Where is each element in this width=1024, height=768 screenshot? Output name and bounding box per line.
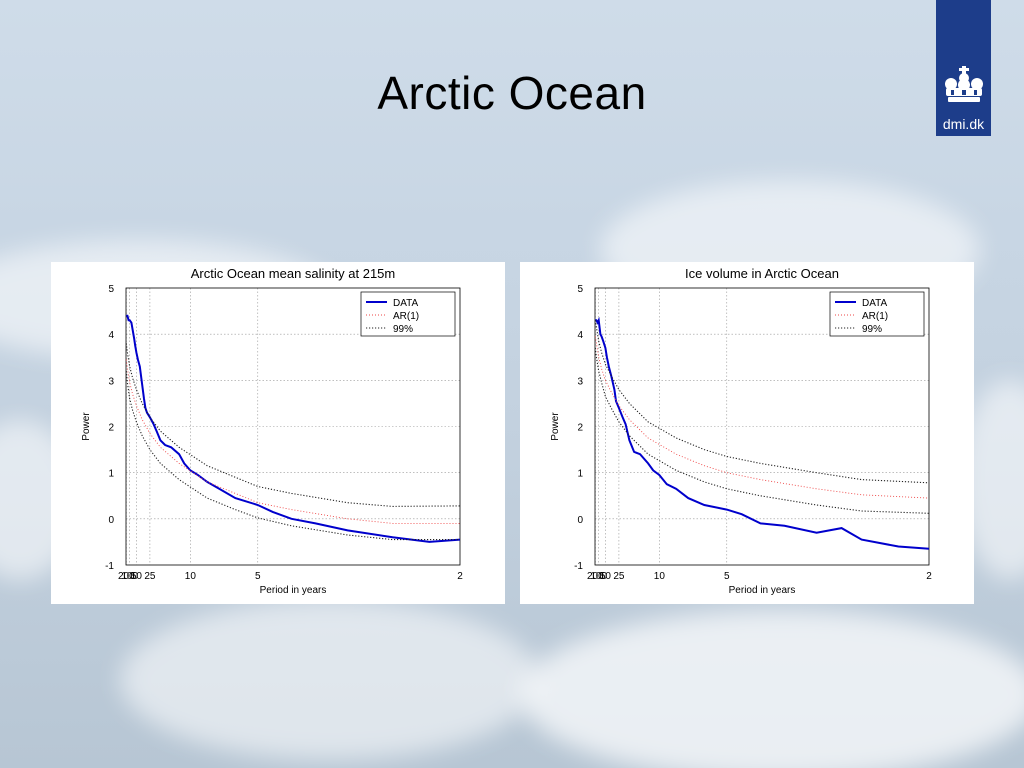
- y-tick-label: 5: [577, 284, 583, 295]
- x-axis-label: Period in years: [260, 585, 327, 596]
- x-tick-label: 50: [600, 571, 612, 582]
- y-tick-label: -1: [574, 561, 583, 572]
- y-axis-label: Power: [550, 412, 561, 441]
- ar1-series-line: [125, 359, 460, 524]
- plot-frame: [125, 287, 461, 566]
- y-axis-label: Power: [81, 412, 92, 441]
- ci99-lower-line: [125, 371, 460, 541]
- crown-icon: [944, 66, 983, 102]
- y-tick-label: 1: [577, 469, 583, 480]
- chart-title: Arctic Ocean mean salinity at 215m: [191, 266, 395, 281]
- logo-text: dmi.dk: [942, 116, 985, 132]
- legend-box: [360, 291, 456, 337]
- y-tick-label: 1: [108, 469, 114, 480]
- salinity-power-spectrum-chart: Arctic Ocean mean salinity at 215m -1 0 1 2 3…: [81, 266, 463, 596]
- legend-label: 99%: [862, 324, 882, 335]
- x-tick-label: 25: [144, 571, 156, 582]
- y-tick-label: 3: [577, 376, 583, 387]
- y-tick-label: 4: [577, 330, 583, 341]
- data-series-line: [126, 314, 461, 543]
- chart-title: Ice volume in Arctic Ocean: [685, 266, 839, 281]
- x-tick-label: 200: [118, 571, 135, 582]
- legend-box: [829, 291, 925, 337]
- y-tick-label: 4: [108, 330, 114, 341]
- ar1-series-line: [594, 336, 930, 499]
- legend-label: DATA: [393, 298, 419, 309]
- x-tick-label: 5: [255, 571, 261, 582]
- x-tick-label: 100: [121, 571, 138, 582]
- legend-label: AR(1): [393, 311, 419, 322]
- x-tick-label: 5: [724, 571, 730, 582]
- legend-label: AR(1): [862, 311, 888, 322]
- x-axis-label: Period in years: [729, 585, 796, 596]
- x-tick-label: 10: [654, 571, 666, 582]
- ci99-upper-line: [594, 320, 930, 484]
- x-tick-label: 25: [613, 571, 625, 582]
- y-tick-label: 2: [577, 423, 583, 434]
- y-tick-label: -1: [105, 561, 114, 572]
- plot-frame: [594, 287, 930, 566]
- x-tick-label: 10: [185, 571, 197, 582]
- x-tick-label: 100: [590, 571, 607, 582]
- x-tick-label: 2: [457, 571, 463, 582]
- y-tick-label: 3: [108, 376, 114, 387]
- ice-volume-power-spectrum-chart: Ice volume in Arctic Ocean -1 0 1 2 3 4 5 200100…: [550, 266, 932, 596]
- x-tick-label: 2: [926, 571, 932, 582]
- y-tick-label: 5: [108, 284, 114, 295]
- dmi-logo: dmi.dk: [936, 0, 991, 136]
- chart-panel-salinity: Arctic Ocean mean salinity at 215m -1 0 1 2 3…: [51, 262, 505, 604]
- chart-panel-ice-volume: Ice volume in Arctic Ocean -1 0 1 2 3 4 5 200 100…: [520, 262, 974, 604]
- legend-label: DATA: [862, 298, 888, 309]
- y-tick-label: 0: [577, 515, 583, 526]
- slide-title: Arctic Ocean: [377, 67, 647, 119]
- x-tick-label: 200: [587, 571, 604, 582]
- ci99-lower-line: [594, 347, 930, 514]
- y-tick-label: 2: [108, 423, 114, 434]
- data-series-line: [595, 316, 930, 550]
- ci99-upper-line: [125, 343, 461, 507]
- y-tick-label: 0: [108, 515, 114, 526]
- legend-label: 99%: [393, 324, 413, 335]
- x-tick-label: 50: [131, 571, 143, 582]
